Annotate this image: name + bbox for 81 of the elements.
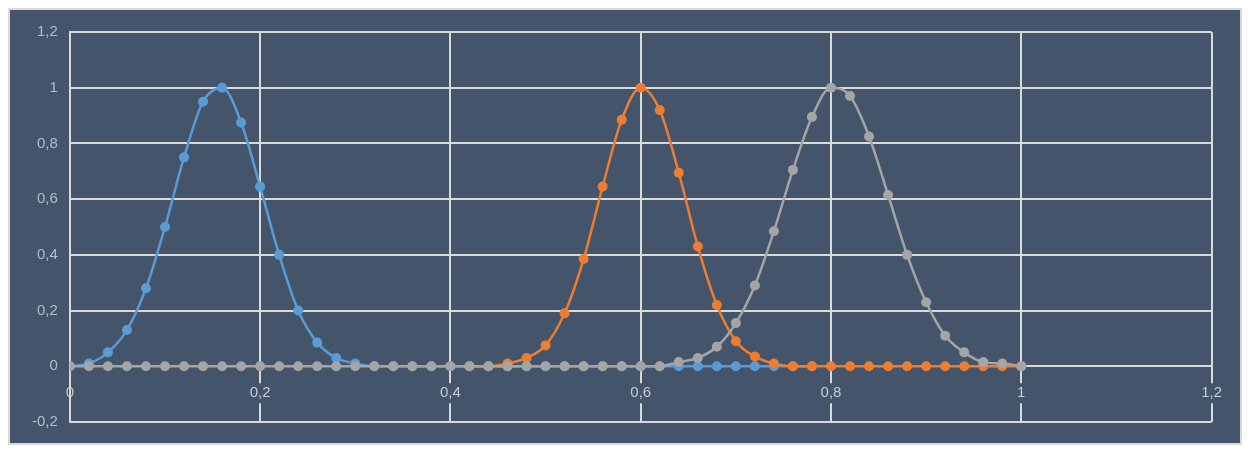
point: [711, 341, 722, 352]
point: [121, 361, 132, 372]
point: [845, 361, 856, 372]
point: [121, 325, 132, 336]
point: [179, 361, 190, 372]
point: [978, 357, 989, 368]
x-tick-label: 0,4: [439, 383, 461, 401]
point: [140, 361, 151, 372]
y-tick-label: 0,2: [36, 300, 58, 318]
point: [331, 352, 342, 363]
y-tick-label: 0,8: [36, 133, 58, 151]
y-tick-label: 0: [49, 356, 58, 374]
y-tick-label: 1,2: [36, 22, 58, 40]
point: [711, 300, 722, 310]
y-tick-label: 1: [49, 77, 58, 95]
point: [692, 352, 703, 363]
point: [540, 340, 551, 351]
point: [217, 361, 228, 372]
point: [730, 336, 741, 347]
point: [236, 117, 247, 128]
point: [845, 91, 856, 102]
point: [255, 181, 266, 192]
point: [179, 152, 190, 163]
point: [217, 82, 228, 93]
x-tick-label: 1,2: [1201, 383, 1222, 401]
point: [711, 361, 722, 372]
point: [236, 361, 247, 372]
point: [902, 361, 913, 372]
point: [159, 361, 170, 372]
point: [616, 114, 627, 125]
point: [255, 361, 266, 372]
point: [921, 297, 932, 308]
point: [787, 164, 798, 175]
point: [730, 318, 741, 329]
point: [959, 361, 970, 372]
point: [806, 111, 817, 122]
point: [749, 280, 760, 291]
point: [635, 82, 646, 93]
point: [883, 189, 894, 200]
point: [826, 361, 836, 372]
point: [559, 308, 570, 319]
point: [293, 361, 304, 372]
point: [654, 105, 665, 115]
x-tick-label: 1: [1017, 383, 1026, 401]
x-tick-label: 0,2: [249, 383, 271, 401]
point: [102, 347, 113, 358]
point: [826, 82, 836, 93]
point: [749, 351, 760, 362]
point: [692, 241, 703, 252]
point: [959, 347, 970, 358]
point: [673, 167, 684, 178]
point: [902, 249, 913, 260]
point: [140, 283, 151, 294]
point: [198, 96, 209, 107]
point: [883, 361, 894, 372]
point: [274, 249, 285, 260]
point: [940, 330, 951, 341]
point: [578, 254, 589, 265]
y-tick-label: 0,4: [36, 245, 58, 262]
point: [864, 131, 875, 142]
point: [768, 226, 779, 237]
point: [730, 361, 741, 372]
point: [198, 361, 209, 372]
point: [102, 361, 113, 372]
point: [274, 361, 285, 372]
point: [597, 181, 608, 192]
point: [521, 352, 532, 363]
point: [293, 305, 304, 316]
point: [312, 361, 323, 372]
point: [312, 337, 323, 348]
x-tick-label: 0,8: [820, 383, 842, 401]
x-tick-label: 0,6: [630, 383, 652, 401]
point: [673, 357, 684, 368]
point: [749, 361, 760, 372]
point: [940, 361, 951, 372]
y-tick-label: 0,6: [36, 189, 58, 207]
point: [159, 222, 170, 232]
point: [864, 361, 875, 372]
point: [921, 361, 932, 372]
y-tick-label: -0,2: [31, 412, 58, 430]
point: [331, 361, 342, 372]
